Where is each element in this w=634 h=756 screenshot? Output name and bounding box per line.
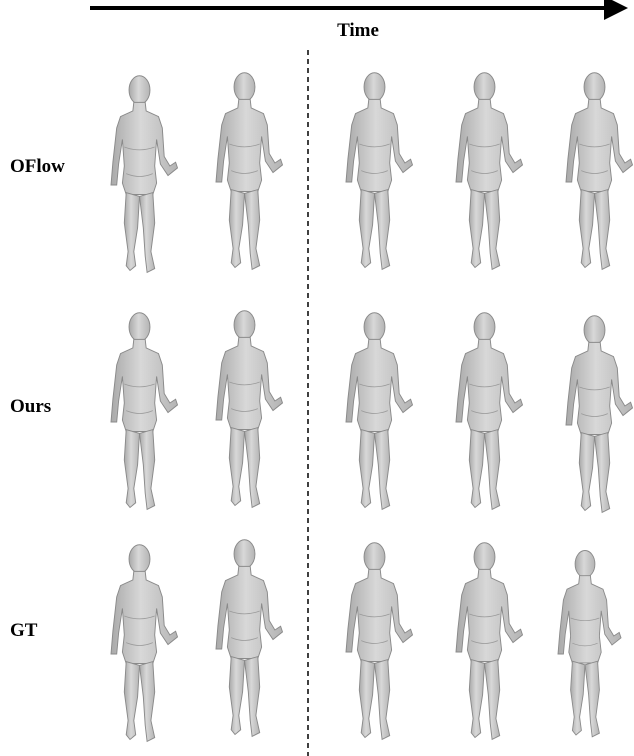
- row-label: Ours: [10, 396, 51, 417]
- meshes: [110, 72, 634, 742]
- row-label: OFlow: [10, 156, 65, 177]
- time-label: Time: [337, 20, 379, 41]
- row-label: GT: [10, 620, 38, 641]
